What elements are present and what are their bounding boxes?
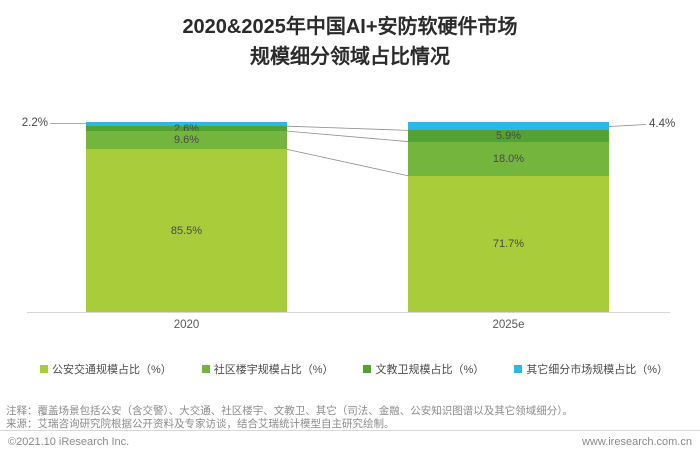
footer-copyright: ©2021.10 iResearch Inc. [8,436,130,448]
chart-title-line1: 2020&2025年中国AI+安防软硬件市场 [182,16,518,38]
bar-segment-2020-2 [86,126,287,132]
footer-website: www.iresearch.com.cn [581,436,692,448]
legend-swatch-icon [514,365,523,373]
outside-value-label-2025e: 4.4% [649,118,676,130]
x-tick-2020: 2020 [173,319,200,331]
legend-label: 其它细分市场规模占比（%） [526,364,668,376]
note-source: 来源：艾瑞咨询研究院根据公开资料及专家访谈，结合艾瑞统计模型自主研究绘制。 [6,417,395,430]
legend-swatch-icon [40,365,48,373]
value-label-2025e-1: 18.0% [492,152,525,165]
legend-label: 公安交通规模占比（%） [52,364,172,376]
legend: 公安交通规模占比（%） 社区楼宇规模占比（%） 文教卫规模占比（%） 其它细分市场规模… [40,361,668,377]
x-tick-2025e: 2025e [492,319,525,331]
bar-segment-2025e-1 [408,141,609,176]
value-label-2020-1: 9.6% [173,134,200,147]
legend-item-3: 其它细分市场规模占比（%） [514,361,668,377]
note-annotation: 注释：覆盖场景包括公安（含交警）、大交通、社区楼宇、文教卫、其它（司法、金融、公… [6,405,573,417]
legend-swatch-icon [201,365,210,373]
chart-title-line2: 规模细分领域占比情况 [250,46,450,68]
legend-item-1: 社区楼宇规模占比（%） [201,361,334,377]
value-label-2020-0: 85.5% [170,224,203,237]
bar-segment-2025e-3 [408,122,609,131]
value-label-2025e-0: 71.7% [492,237,525,250]
footer-divider [0,430,700,431]
bar-segment-2025e-0 [408,175,609,312]
legend-item-0: 公安交通规模占比（%） [40,361,172,377]
chart-title: 2020&2025年中国AI+安防软硬件市场 规模细分领域占比情况 [0,12,700,72]
notes: 注释：覆盖场景包括公安（含交警）、大交通、社区楼宇、文教卫、其它（司法、金融、公… [6,405,696,430]
bar-segment-2020-1 [86,131,287,150]
bar-segment-2020-3 [86,122,287,127]
stacked-bar-2020: 2.6% 9.6% 85.5% [86,122,287,312]
legend-label: 社区楼宇规模占比（%） [213,364,334,376]
legend-label: 文教卫规模占比（%） [375,364,485,376]
outside-value-label-2020: 2.2% [21,117,48,129]
bar-segment-2025e-2 [408,130,609,142]
bar-segment-2020-0 [86,149,287,312]
x-axis-line [27,312,670,313]
legend-item-2: 文教卫规模占比（%） [363,361,484,377]
stacked-bar-2025e: 5.9% 18.0% 71.7% [408,122,609,312]
legend-swatch-icon [363,365,372,373]
value-label-2025e-2: 5.9% [495,129,522,142]
